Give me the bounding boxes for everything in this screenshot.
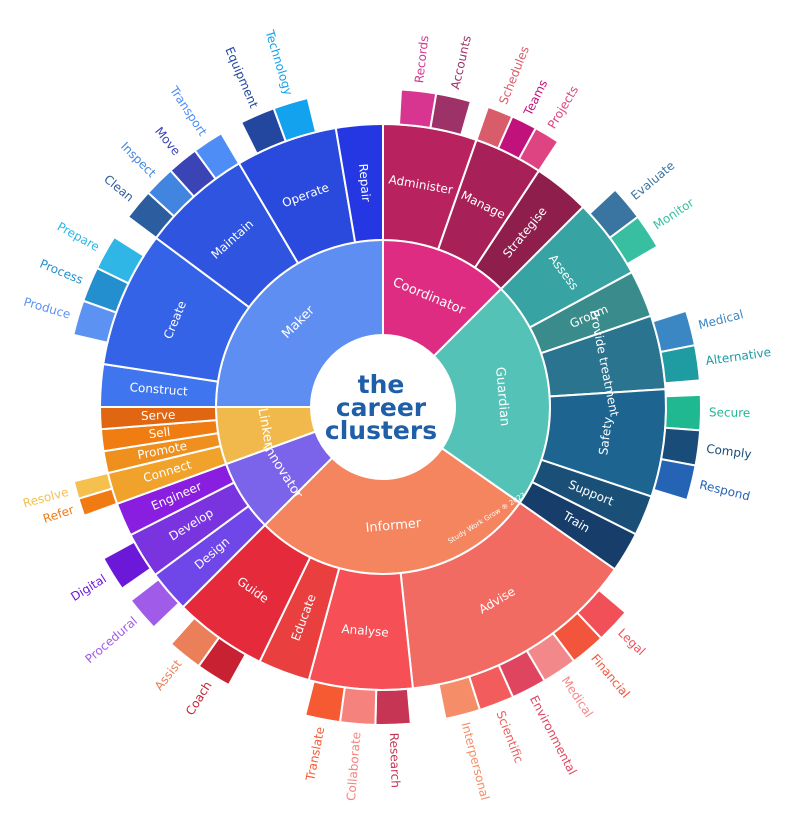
task-transport (193, 131, 241, 181)
cluster-label-guardian: Guardian (492, 366, 512, 427)
task-label-scientific: Scientific (493, 709, 526, 765)
task-label-comply: Comply (705, 442, 752, 462)
task-label-secure: Secure (709, 405, 751, 420)
task-label-medical: Medical (697, 307, 745, 332)
task-prepare (95, 235, 146, 285)
role-label-analyse: Analyse (341, 622, 389, 640)
task-label-accounts: Accounts (448, 34, 474, 90)
task-label-respond: Respond (698, 478, 751, 504)
task-label-inspect: Inspect (118, 139, 159, 180)
task-label-environmental: Environmental (527, 693, 580, 777)
task-label-schedules: Schedules (496, 44, 532, 106)
task-translate (303, 680, 346, 724)
task-research (374, 687, 412, 726)
task-label-financial: Financial (588, 651, 633, 700)
task-monitor (608, 215, 659, 266)
task-label-interpersonal: Interpersonal (459, 721, 493, 802)
task-label-medical: Medical (559, 674, 596, 720)
center-title-line-2: career (336, 393, 427, 422)
task-label-projects: Projects (545, 83, 581, 131)
task-label-move: Move (152, 124, 183, 158)
task-label-alternative: Alternative (705, 345, 772, 368)
task-label-prepare: Prepare (55, 219, 102, 254)
task-label-procedural: Procedural (82, 614, 140, 666)
task-label-translate: Translate (303, 726, 327, 783)
task-technology (272, 96, 318, 143)
role-serve (98, 406, 218, 431)
task-label-clean: Clean (101, 172, 136, 204)
task-secure (664, 393, 702, 432)
task-assist (169, 616, 221, 668)
task-label-assist: Assist (152, 657, 185, 693)
role-label-serve: Serve (141, 408, 176, 423)
task-label-equipment: Equipment (222, 45, 261, 111)
center-disc (311, 335, 455, 479)
task-label-transport: Transport (166, 83, 209, 139)
task-label-coach: Coach (183, 679, 215, 718)
role-label-sell: Sell (148, 425, 171, 441)
task-label-produce: Produce (22, 295, 72, 322)
task-procedural (129, 577, 181, 629)
task-label-teams: Teams (521, 78, 551, 119)
task-label-records: Records (412, 35, 431, 84)
cluster-label-informer: Informer (365, 516, 422, 536)
role-label-repair: Repair (356, 163, 373, 203)
task-label-legal: Legal (615, 626, 648, 658)
task-collaborate (338, 686, 378, 726)
role-ring (98, 122, 667, 691)
task-label-refer: Refer (41, 503, 76, 526)
task-label-technology: Technology (262, 28, 295, 97)
task-ring (72, 88, 702, 726)
role-label-construct: Construct (129, 380, 188, 398)
task-resolve (72, 471, 114, 500)
task-accounts (429, 92, 473, 137)
cluster-ring (214, 238, 551, 575)
task-label-evaluate: Evaluate (628, 158, 677, 202)
task-interpersonal (437, 675, 482, 720)
task-label-process: Process (38, 257, 85, 287)
cluster-label-linker: Linker (254, 407, 276, 449)
task-label-collaborate: Collaborate (344, 731, 363, 801)
center-title-line-1: the (358, 370, 405, 399)
task-label-digital: Digital (68, 572, 108, 604)
task-respond (652, 457, 697, 502)
role-label-safety: Safety (596, 416, 615, 456)
task-alternative (659, 344, 701, 385)
center-title-line-3: clusters (325, 416, 437, 445)
task-label-research: Research (387, 733, 403, 788)
task-projects (517, 126, 560, 173)
task-label-monitor: Monitor (651, 195, 697, 232)
task-digital (102, 540, 153, 591)
